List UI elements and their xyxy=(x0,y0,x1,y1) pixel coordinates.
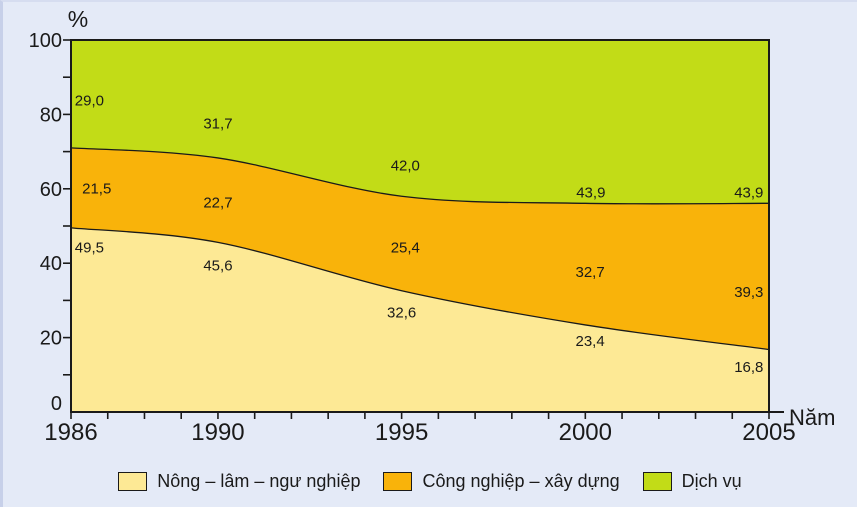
value-label: 43,9 xyxy=(734,185,763,202)
y-axis-ticks xyxy=(63,39,71,376)
value-label: 31,7 xyxy=(203,115,232,132)
x-axis-ticks xyxy=(70,412,770,419)
legend-item-agriculture: Nông – lâm – ngư nghiệp xyxy=(118,471,360,492)
area-series-2 xyxy=(71,40,769,204)
y-tick-label: 60 xyxy=(40,179,62,201)
x-axis-title: Năm xyxy=(789,405,836,430)
value-label: 23,4 xyxy=(575,333,604,350)
x-tick-label: 2005 xyxy=(742,419,795,446)
area-series-0 xyxy=(71,227,769,412)
value-label: 25,4 xyxy=(391,240,420,257)
y-axis-unit-label: % xyxy=(67,6,89,32)
plot-areas xyxy=(71,40,769,412)
chart-legend: Nông – lâm – ngư nghiệp Công nghiệp – xâ… xyxy=(3,471,857,492)
legend-swatch-agriculture xyxy=(118,472,148,491)
x-tick-label: 1986 xyxy=(44,419,97,446)
value-label: 39,3 xyxy=(734,284,763,301)
boundary-line-2 xyxy=(70,147,770,205)
value-label: 49,5 xyxy=(75,240,104,257)
value-label: 29,0 xyxy=(75,92,104,109)
value-label: 32,7 xyxy=(575,264,604,281)
value-labels: 49,5 45,6 32,6 23,4 16,8 21,5 22,7 25,4 32,7 39,3… xyxy=(75,92,764,376)
area-series-1 xyxy=(71,147,769,350)
y-tick-labels: 0 20 40 60 80 100 xyxy=(29,30,62,415)
value-label: 16,8 xyxy=(734,359,763,376)
y-tick-label: 80 xyxy=(40,104,62,126)
value-label: 45,6 xyxy=(203,257,232,274)
legend-swatch-industry xyxy=(383,472,413,491)
legend-label-agriculture: Nông – lâm – ngư nghiệp xyxy=(157,471,361,491)
y-tick-label: 100 xyxy=(29,30,62,52)
value-label: 32,6 xyxy=(387,305,416,322)
value-label: 43,9 xyxy=(576,185,605,202)
y-tick-label: 40 xyxy=(40,253,62,275)
x-tick-label: 1990 xyxy=(191,419,244,446)
legend-label-industry: Công nghiệp – xây dựng xyxy=(422,471,620,491)
x-tick-label: 1995 xyxy=(375,419,428,446)
legend-label-services: Dịch vụ xyxy=(681,471,742,491)
y-tick-label: 0 xyxy=(51,393,62,415)
legend-item-industry: Công nghiệp – xây dựng xyxy=(383,471,620,492)
y-tick-label: 20 xyxy=(40,328,62,350)
value-label: 21,5 xyxy=(82,180,111,197)
x-tick-labels: 1986 1990 1995 2000 2005 xyxy=(44,419,795,446)
value-label: 42,0 xyxy=(391,157,420,174)
x-tick-label: 2000 xyxy=(559,419,612,446)
series-boundary-lines xyxy=(70,147,770,351)
legend-item-services: Dịch vụ xyxy=(642,471,742,492)
boundary-line-1 xyxy=(70,227,770,351)
legend-swatch-services xyxy=(642,472,672,491)
value-label: 22,7 xyxy=(203,195,232,212)
